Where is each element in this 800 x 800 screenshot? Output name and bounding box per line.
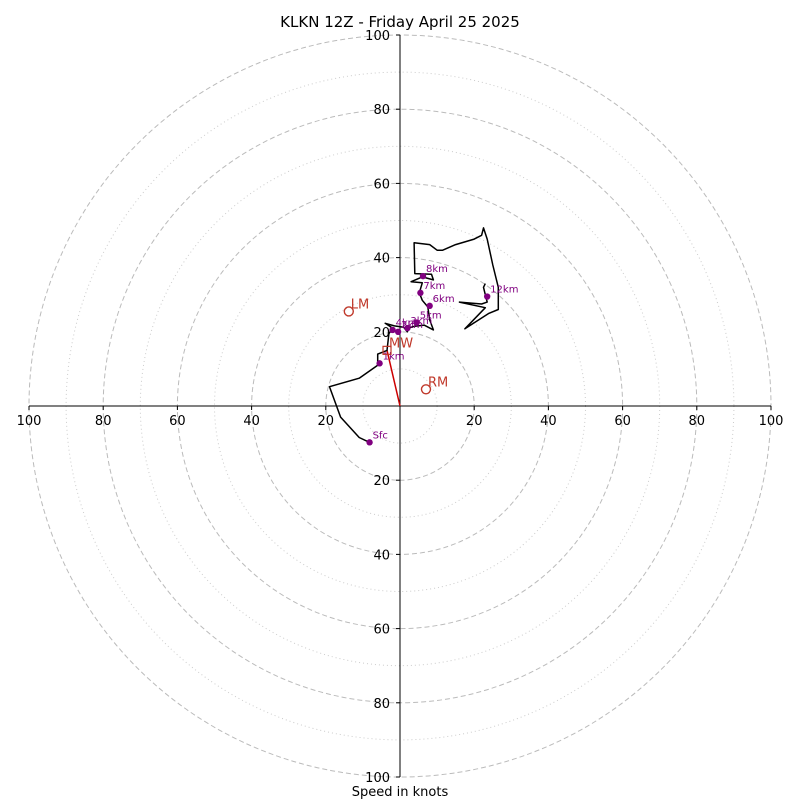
y-tick-label-neg-80: 80 [373,697,390,712]
storm-motion-marker [343,306,355,317]
height-point-marker [483,293,491,300]
y-tick-label-pos-80: 80 [373,103,390,118]
storm-motion-markers: LM RM MW [343,297,448,395]
height-point-label: 5km [420,311,442,322]
x-tick-label-neg-60: 60 [169,414,186,429]
storm-motion-label: RM [428,375,448,390]
height-point-label: 4km [396,318,418,329]
height-point-marker [417,289,424,297]
y-tick-label-neg-60: 60 [373,623,390,638]
y-tick-label-pos-20: 20 [373,326,390,341]
height-point-marker [419,272,427,280]
height-point-label: 6km [433,294,455,305]
height-point-label: 7km [423,281,445,292]
x-tick-label-neg-20: 20 [318,414,335,429]
x-axis-label: Speed in knots [352,785,449,800]
height-point-marker [426,302,433,310]
height-point-label: 8km [426,264,448,275]
storm-motion-marker [382,345,392,355]
height-point-label: Sfc [373,430,388,441]
height-point-label: 2km [401,320,423,331]
y-tick-label-pos-40: 40 [373,252,390,267]
height-point-label: 3km [410,316,432,327]
storm-motion-marker [420,384,432,395]
height-point-label: 12km [490,285,518,296]
height-point-marker [413,319,420,326]
height-point-label: 1km [383,351,405,362]
x-tick-label-neg-40: 40 [243,414,260,429]
y-tick-label-neg-20: 20 [373,474,390,489]
x-tick-label-pos-20: 20 [466,414,483,429]
chart-title: KLKN 12Z - Friday April 25 2025 [280,13,520,31]
x-tick-label-pos-80: 80 [689,414,706,429]
x-tick-label-pos-100: 100 [759,414,784,429]
speed-tick-labels: 20 20 20 20 40 40 40 40 60 60 60 60 80 80 80 80 100 100 10… [17,29,784,786]
x-tick-label-neg-80: 80 [95,414,112,429]
x-tick-label-neg-100: 100 [17,414,42,429]
x-tick-label-pos-60: 60 [614,414,631,429]
x-tick-label-pos-40: 40 [540,414,557,429]
hodograph-trace-layer [328,227,500,444]
height-point-marker [394,328,402,335]
y-tick-label-neg-40: 40 [373,548,390,563]
storm-motion-label: LM [351,297,369,312]
height-point-marker [366,439,373,446]
y-tick-label-neg-100: 100 [365,771,390,786]
mean-wind-vector [386,350,401,407]
y-tick-label-pos-60: 60 [373,177,390,192]
storm-motion-label: MW [389,336,413,351]
height-point-marker [389,326,396,334]
hodograph-trace [328,227,500,444]
y-tick-label-pos-100: 100 [365,29,390,44]
height-point-marker [404,324,411,332]
height-point-marker [376,360,383,367]
